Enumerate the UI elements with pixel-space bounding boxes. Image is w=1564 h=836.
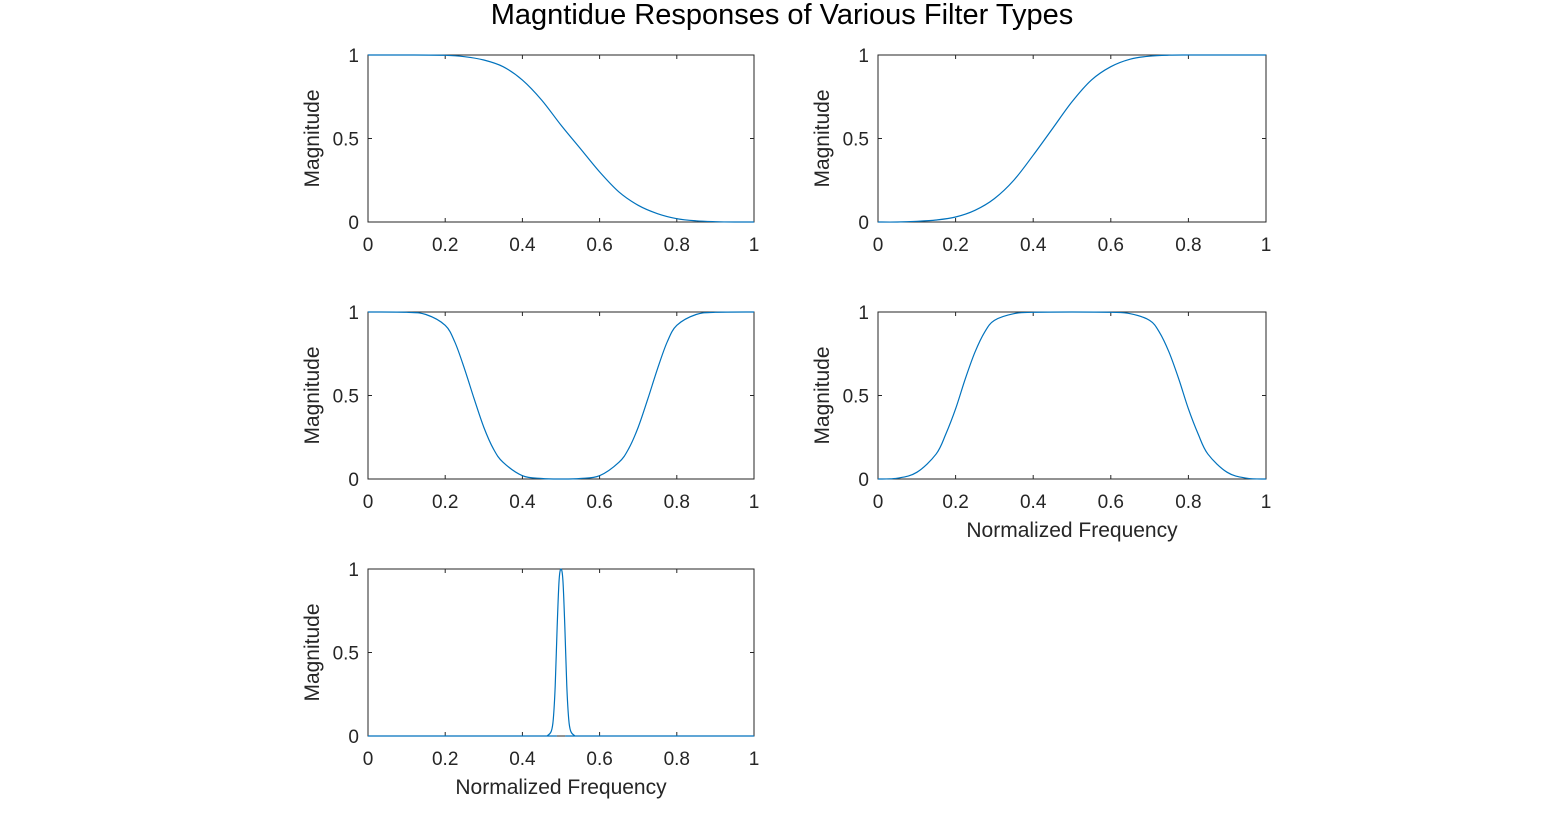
x-tick-label: 0.2 xyxy=(432,235,458,256)
x-tick-label: 0.2 xyxy=(942,492,968,513)
y-tick-label: 1 xyxy=(348,46,359,67)
x-tick-label: 0.8 xyxy=(664,749,690,770)
x-tick-label: 0.6 xyxy=(1098,235,1124,256)
series-line xyxy=(877,311,1267,480)
subplot-3: 0 0.2 0.4 0.6 0.8 1 0 0.5 1 Magnitude xyxy=(301,303,759,513)
figure-title: Magntidue Responses of Various Filter Ty… xyxy=(490,0,1074,31)
y-tick-label: 0.5 xyxy=(333,387,359,408)
y-tick-label: 1 xyxy=(858,46,869,67)
subplot-5: 0 0.2 0.4 0.6 0.8 1 0 0.5 1 Magnitude Normalized F… xyxy=(301,560,759,799)
subplot-2: 0 0.2 0.4 0.6 0.8 1 0 0.5 1 Magnitude xyxy=(811,46,1271,256)
series-line xyxy=(367,568,755,737)
x-tick-label: 0.4 xyxy=(509,235,536,256)
x-tick-label: 0.4 xyxy=(509,749,536,770)
x-tick-label: 0.6 xyxy=(1098,492,1124,513)
y-axis-label: Magnitude xyxy=(811,346,834,444)
y-tick-label: 0 xyxy=(348,213,359,234)
y-axis-label: Magnitude xyxy=(301,346,324,444)
x-tick-label: 0.4 xyxy=(1020,492,1047,513)
series-line xyxy=(367,54,755,223)
series-line xyxy=(877,54,1266,223)
axes-box xyxy=(367,568,755,737)
x-tick-label: 0 xyxy=(363,492,374,513)
axes-box xyxy=(367,311,755,480)
y-tick-label: 0 xyxy=(348,470,359,491)
axes-box xyxy=(367,54,755,223)
y-axis-label: Magnitude xyxy=(811,89,834,187)
axes-box xyxy=(877,54,1267,223)
y-tick-label: 0.5 xyxy=(333,130,359,151)
x-tick-label: 0.8 xyxy=(664,492,690,513)
x-tick-label: 0.8 xyxy=(1175,492,1201,513)
y-tick-label: 0 xyxy=(858,470,869,491)
x-tick-label: 0.2 xyxy=(432,492,458,513)
x-tick-label: 0.4 xyxy=(1020,235,1047,256)
x-tick-label: 0 xyxy=(363,235,374,256)
y-tick-label: 1 xyxy=(348,560,359,581)
y-tick-label: 0.5 xyxy=(843,387,869,408)
x-tick-label: 0.8 xyxy=(1175,235,1201,256)
x-tick-label: 1 xyxy=(749,492,760,513)
y-axis-label: Magnitude xyxy=(301,89,324,187)
y-tick-label: 1 xyxy=(348,303,359,324)
axes-box xyxy=(877,311,1267,480)
x-tick-label: 0.6 xyxy=(586,749,612,770)
y-tick-label: 0 xyxy=(858,213,869,234)
x-tick-label: 1 xyxy=(749,749,760,770)
y-tick-label: 0.5 xyxy=(843,130,869,151)
x-tick-label: 0.4 xyxy=(509,492,536,513)
x-tick-label: 0 xyxy=(363,749,374,770)
x-tick-label: 1 xyxy=(749,235,760,256)
x-tick-label: 0.8 xyxy=(664,235,690,256)
x-axis-label: Normalized Frequency xyxy=(966,519,1178,542)
y-tick-label: 0.5 xyxy=(333,644,359,665)
x-tick-label: 1 xyxy=(1261,492,1272,513)
y-tick-label: 1 xyxy=(858,303,869,324)
x-tick-label: 0.6 xyxy=(586,235,612,256)
series-line xyxy=(367,311,755,480)
subplot-4: 0 0.2 0.4 0.6 0.8 1 0 0.5 1 Magnitude Normalized F… xyxy=(811,303,1271,542)
x-axis-label: Normalized Frequency xyxy=(455,776,667,799)
x-tick-label: 0.6 xyxy=(586,492,612,513)
y-tick-label: 0 xyxy=(348,727,359,748)
x-tick-label: 0.2 xyxy=(432,749,458,770)
x-tick-label: 0 xyxy=(873,492,884,513)
x-tick-label: 1 xyxy=(1261,235,1272,256)
x-tick-label: 0.2 xyxy=(942,235,968,256)
y-axis-label: Magnitude xyxy=(301,603,324,701)
x-tick-label: 0 xyxy=(873,235,884,256)
subplot-1: 0 0.2 0.4 0.6 0.8 1 0 0.5 1 Magnitude xyxy=(301,46,759,256)
